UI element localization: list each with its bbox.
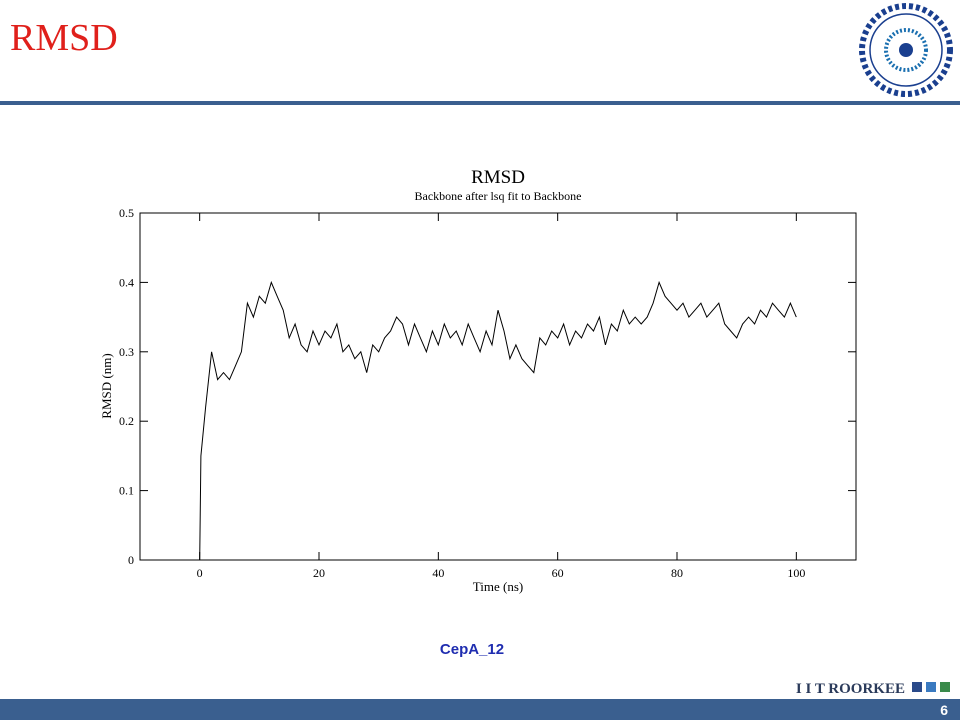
y-tick-label: 0.3 (119, 345, 134, 359)
chart-title: RMSD (471, 167, 525, 188)
y-tick-label: 0.4 (119, 275, 134, 289)
page-number: 6 (940, 702, 948, 718)
y-tick-label: 0 (128, 553, 134, 567)
footer-square (940, 682, 950, 692)
footer-square (926, 682, 936, 692)
x-tick-label: 80 (671, 566, 683, 580)
footer-bar (0, 699, 960, 720)
logo-center (884, 28, 928, 72)
x-tick-label: 20 (313, 566, 325, 580)
header-rule (0, 101, 960, 105)
x-tick-label: 40 (432, 566, 444, 580)
chart: RMSD Backbone after lsq fit to Backbone … (99, 167, 857, 594)
x-tick-label: 0 (197, 566, 203, 580)
logo-ring (869, 13, 943, 87)
logo-dot (899, 43, 913, 57)
slide-title: RMSD (10, 17, 118, 59)
x-axis-label: Time (ns) (473, 579, 523, 594)
y-axis-label: RMSD (nm) (99, 353, 114, 418)
x-tick-label: 100 (787, 566, 805, 580)
chart-subtitle: Backbone after lsq fit to Backbone (415, 189, 582, 203)
caption: CepA_12 (440, 641, 504, 658)
y-tick-label: 0.5 (119, 206, 134, 220)
rmsd-line (199, 280, 797, 561)
y-tick-label: 0.2 (119, 414, 134, 428)
logo (859, 3, 953, 97)
footer-brand: I I T ROORKEE (796, 681, 905, 697)
x-tick-label: 60 (552, 566, 564, 580)
footer-square (912, 682, 922, 692)
plot-frame (139, 212, 857, 561)
y-tick-label: 0.1 (119, 484, 134, 498)
logo-gear (859, 3, 953, 97)
